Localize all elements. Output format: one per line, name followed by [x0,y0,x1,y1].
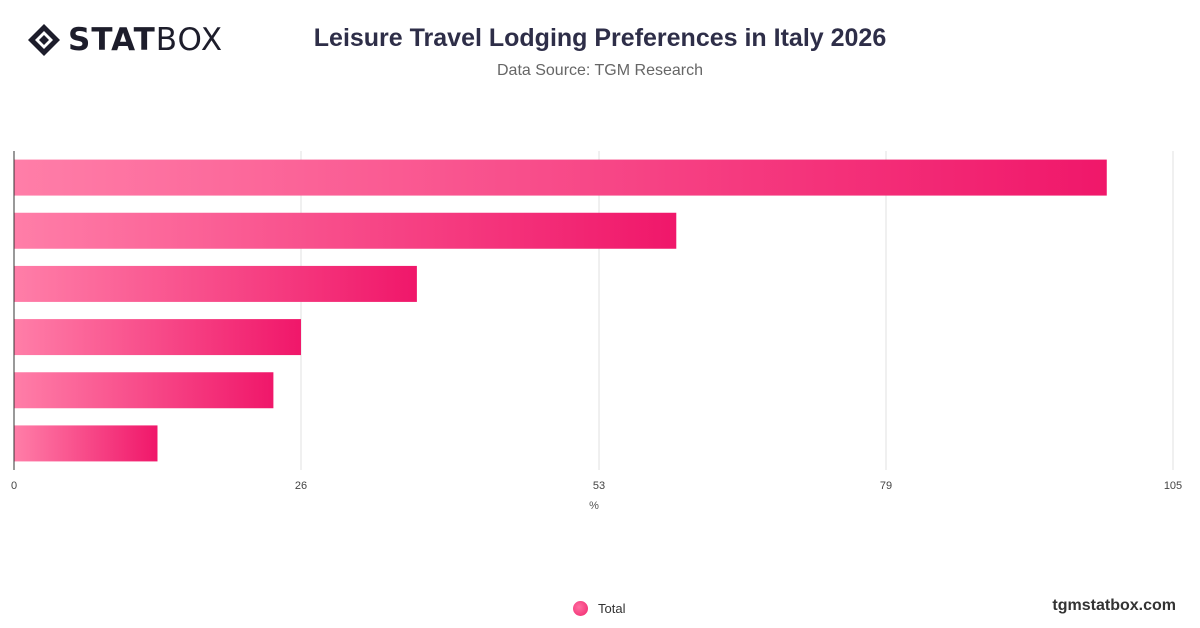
x-tick-label: 105 [1164,480,1182,492]
bar[interactable] [14,425,158,462]
bar[interactable] [14,212,677,249]
logo: STATBOX [26,22,223,58]
chart-title: Leisure Travel Lodging Preferences in It… [313,24,887,52]
x-tick-label: 0 [11,480,17,492]
bar[interactable] [14,372,274,409]
bars [14,159,1107,462]
legend[interactable]: Total [573,601,625,616]
x-tick-label: 53 [593,480,605,492]
logo-text-bold: STAT [68,22,156,58]
logo-text: STATBOX [68,22,223,58]
grid-lines [300,151,1174,470]
x-tick-label: 79 [880,480,892,492]
x-axis-label: % [589,500,599,512]
statbox-logo-icon [28,24,60,56]
footer-source-link[interactable]: tgmstatbox.com [1052,597,1176,614]
bar[interactable] [14,319,301,356]
chart-subtitle: Data Source: TGM Research [496,62,703,79]
legend-marker-icon [573,601,588,616]
x-tick-label: 26 [295,480,307,492]
bar[interactable] [14,265,417,302]
legend-label: Total [598,601,626,616]
logo-text-light: BOX [155,22,224,58]
bar[interactable] [14,159,1107,196]
x-tick-labels: 0 26 53 79 105 [11,480,1182,492]
